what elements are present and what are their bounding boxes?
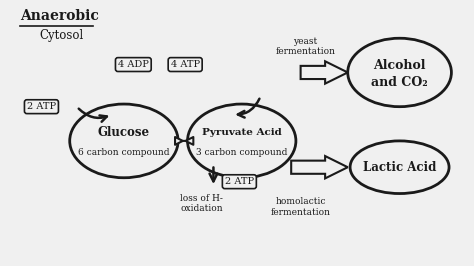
Text: and CO₂: and CO₂: [371, 77, 428, 89]
Text: loss of H-
oxidation: loss of H- oxidation: [180, 194, 223, 213]
Text: 4 ATP: 4 ATP: [171, 60, 200, 69]
Text: homolactic
fermentation: homolactic fermentation: [271, 197, 331, 217]
Text: Lactic Acid: Lactic Acid: [363, 161, 436, 174]
Text: Cytosol: Cytosol: [39, 29, 83, 42]
Text: 2 ATP: 2 ATP: [27, 102, 56, 111]
Text: Pyruvate Acid: Pyruvate Acid: [202, 128, 282, 138]
Text: 2 ATP: 2 ATP: [225, 177, 254, 186]
Text: 6 carbon compound: 6 carbon compound: [78, 148, 170, 157]
Text: yeast
fermentation: yeast fermentation: [275, 37, 335, 56]
Text: 4 ADP: 4 ADP: [118, 60, 149, 69]
Text: Alcohol: Alcohol: [374, 59, 426, 72]
Text: Anaerobic: Anaerobic: [20, 9, 99, 23]
Text: Glucose: Glucose: [98, 127, 150, 139]
Text: 3 carbon compound: 3 carbon compound: [196, 148, 287, 157]
